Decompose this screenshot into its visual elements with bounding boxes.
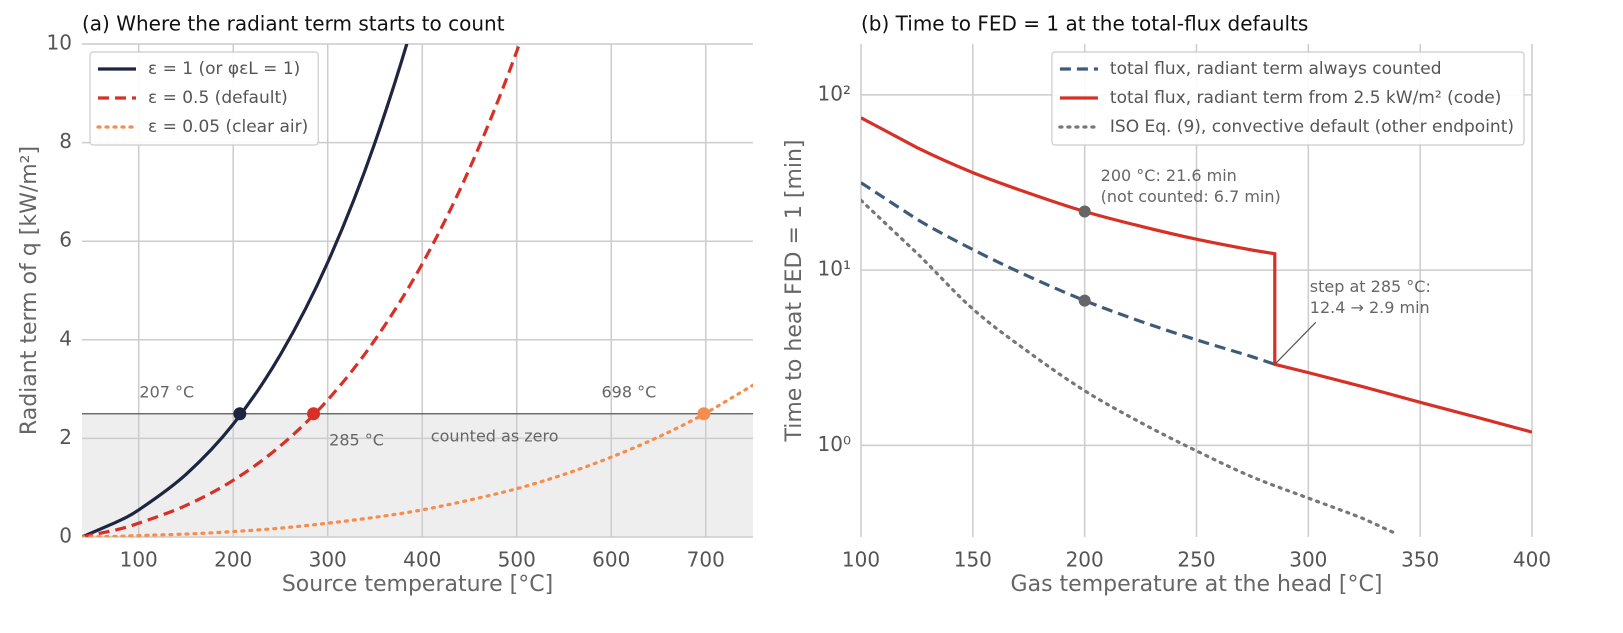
series-line: [861, 198, 1400, 537]
threshold-label: counted as zero: [431, 426, 559, 445]
x-tick-label: 150: [954, 548, 992, 572]
highlight-point: [1078, 294, 1091, 307]
x-tick-label: 600: [592, 548, 630, 572]
series-line: [82, 383, 753, 537]
x-tick-label: 200: [214, 548, 252, 572]
annotation: 12.4 → 2.9 min: [1310, 298, 1430, 317]
x-tick-label: 500: [498, 548, 536, 572]
y-tick-label: 10: [47, 31, 72, 55]
legend-label: total flux, radiant term always counted: [1110, 59, 1442, 79]
threshold-band: [82, 413, 753, 537]
x-axis-label: Gas temperature at the head [°C]: [1011, 572, 1383, 597]
x-tick-label: 200: [1066, 548, 1104, 572]
legend-label: ε = 1 (or φεL = 1): [148, 59, 300, 79]
series-line: [861, 116, 1532, 434]
y-axis-label: Time to heat FED = 1 [min]: [782, 139, 807, 442]
y-tick-label: 2: [59, 425, 72, 449]
y-tick-label: 8: [59, 129, 72, 153]
x-axis-label: Source temperature [°C]: [282, 572, 553, 597]
annotation-arrow: [1274, 321, 1317, 365]
legend-frame: [1051, 51, 1525, 146]
y-tick-label: 0: [59, 524, 72, 548]
legend-label: ε = 0.5 (default): [148, 88, 288, 108]
series-line: [861, 181, 1276, 366]
legend-label: ε = 0.05 (clear air): [148, 117, 308, 137]
y-axis-label: Radiant term of q [kW/m²]: [17, 146, 42, 435]
plot-area: [861, 116, 1532, 537]
y-tick-label: 10⁰: [818, 432, 851, 456]
legend: total flux, radiant term always counted t…: [1051, 51, 1525, 146]
y-tick-label: 4: [59, 326, 72, 350]
x-tick-label: 700: [687, 548, 725, 572]
y-tick-label: 10¹: [818, 257, 851, 281]
annotation: step at 285 °C:: [1310, 277, 1431, 296]
annotation: (not counted: 6.7 min): [1101, 187, 1281, 206]
crossing-point: [233, 407, 247, 421]
highlight-point: [1078, 205, 1091, 218]
legend-label: ISO Eq. (9), convective default (other e…: [1110, 117, 1514, 137]
crossing-label: 285 °C: [329, 430, 384, 449]
x-tick-label: 350: [1401, 548, 1439, 572]
legend-label: total flux, radiant term from 2.5 kW/m² …: [1110, 88, 1501, 108]
x-tick-label: 400: [403, 548, 441, 572]
crossing-point: [307, 407, 321, 421]
chart-title: (b) Time to FED = 1 at the total-flux de…: [861, 12, 1308, 36]
annotation: 200 °C: 21.6 min: [1101, 166, 1237, 185]
x-tick-label: 300: [1289, 548, 1327, 572]
legend: ε = 1 (or φεL = 1) ε = 0.5 (default) ε = 0…: [89, 51, 319, 146]
x-tick-label: 100: [120, 548, 158, 572]
crossing-point: [697, 407, 711, 421]
chart-title: (a) Where the radiant term starts to cou…: [82, 12, 505, 36]
y-tick-label: 6: [59, 228, 72, 252]
y-tick-label: 10²: [818, 81, 851, 105]
x-tick-label: 100: [842, 548, 880, 572]
crossing-label: 698 °C: [601, 382, 656, 401]
x-tick-label: 250: [1177, 548, 1215, 572]
legend-frame: [89, 51, 319, 146]
series-line: [82, 44, 522, 537]
x-tick-label: 300: [309, 548, 347, 572]
x-tick-label: 400: [1513, 548, 1551, 572]
crossing-label: 207 °C: [139, 382, 194, 401]
